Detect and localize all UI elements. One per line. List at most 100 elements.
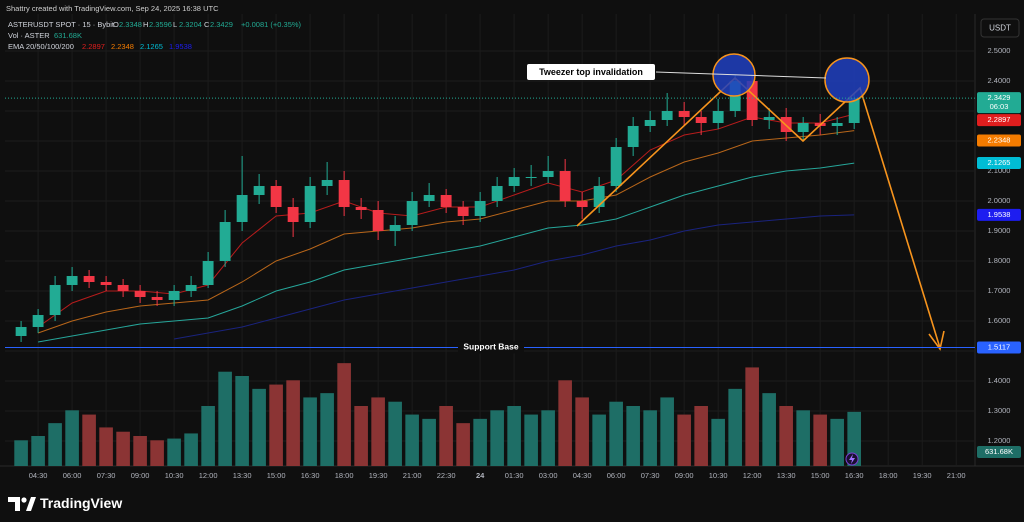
- support-label: Support Base: [463, 342, 519, 352]
- candle-body: [219, 222, 231, 262]
- volume-bar: [677, 414, 691, 466]
- candle-body: [848, 98, 860, 124]
- candle-body: [66, 276, 78, 286]
- volume-bar: [694, 406, 708, 466]
- volume-bar: [813, 414, 827, 466]
- ohlc-key: H: [143, 20, 148, 29]
- y-tick-label: 2.4000: [988, 76, 1011, 85]
- candle-body: [202, 261, 214, 286]
- candle-body: [559, 171, 571, 202]
- candle-body: [253, 186, 265, 196]
- price-tag: [977, 92, 1021, 114]
- candle-body: [117, 285, 129, 292]
- volume-bar: [405, 414, 419, 466]
- volume-bar: [303, 397, 317, 466]
- volume-bar: [201, 406, 215, 466]
- countdown: 06:03: [990, 102, 1009, 111]
- price-tag-text: 2.2897: [988, 115, 1011, 124]
- ema-header-value: 2.2897: [82, 42, 105, 51]
- logo-mark: [8, 497, 20, 511]
- vol-title: Vol · ASTER: [8, 31, 50, 40]
- candle-body: [763, 117, 775, 121]
- volume-bar: [779, 406, 793, 466]
- x-tick-label: 06:00: [63, 471, 82, 480]
- credit: Shattry created with TradingView.com, Se…: [6, 4, 219, 13]
- ema-header-value: 2.1265: [140, 42, 163, 51]
- volume-bar: [847, 411, 861, 466]
- candle-body: [270, 186, 282, 208]
- volume-bar: [541, 410, 555, 466]
- currency-box[interactable]: [980, 18, 1020, 38]
- annotation-line: [655, 71, 827, 79]
- candle-body: [15, 327, 27, 337]
- volume-bar: [745, 367, 759, 466]
- candle-body: [168, 291, 180, 301]
- ohlc-key: C: [204, 20, 210, 29]
- candle-body: [610, 147, 622, 187]
- y-tick-label: 1.3000: [988, 406, 1011, 415]
- y-tick-label: 2.1000: [988, 166, 1011, 175]
- x-tick-label: 07:30: [97, 471, 116, 480]
- candle-body: [474, 201, 486, 217]
- x-tick-label: 12:00: [199, 471, 218, 480]
- x-tick-label: 12:00: [743, 471, 762, 480]
- support-label-bg: [458, 341, 524, 354]
- candle-body: [83, 276, 95, 283]
- volume-bar: [184, 433, 198, 466]
- x-tick-label: 24: [476, 471, 485, 480]
- candle-body: [678, 111, 690, 118]
- volume-bar: [473, 418, 487, 466]
- volume-bar: [65, 410, 79, 466]
- y-tick-label: 1.7000: [988, 286, 1011, 295]
- candle-body: [287, 207, 299, 223]
- ohlc-key: O: [113, 20, 119, 29]
- candle-body: [593, 186, 605, 208]
- price-tag-text: 1.5117: [988, 342, 1010, 351]
- x-tick-label: 15:00: [811, 471, 830, 480]
- x-tick-label: 19:30: [369, 471, 388, 480]
- candle-body: [542, 171, 554, 178]
- volume-bar: [133, 436, 147, 466]
- price-tag-text: 2.1265: [988, 158, 1011, 167]
- x-tick-label: 18:00: [879, 471, 898, 480]
- volume-bar: [286, 380, 300, 466]
- price-tag: [977, 157, 1021, 170]
- ema-header-value: 1.9538: [169, 42, 192, 51]
- volume-pane: [14, 363, 861, 466]
- vol-value: 631.68K: [54, 31, 82, 40]
- candle-body: [134, 291, 146, 298]
- annotation-box: [527, 64, 655, 80]
- logo-mark: [26, 497, 36, 511]
- volume-bar: [575, 397, 589, 466]
- y-tick-label: 1.4000: [988, 376, 1011, 385]
- x-tick-label: 04:30: [29, 471, 48, 480]
- candle-body: [389, 225, 401, 232]
- volume-bar: [456, 423, 470, 466]
- volume-bar: [14, 440, 28, 466]
- x-tick-label: 04:30: [573, 471, 592, 480]
- candle-body: [712, 111, 724, 124]
- change: +0.0081 (+0.35%): [241, 20, 302, 29]
- candle-body: [151, 297, 163, 301]
- volume-bar: [507, 406, 521, 466]
- annotation-text: Tweezer top invalidation: [539, 67, 643, 77]
- volume-bar: [660, 397, 674, 466]
- candle-body: [525, 177, 537, 179]
- y-tick-label: 2.5000: [988, 46, 1011, 55]
- volume-bar: [31, 436, 45, 466]
- volume-bar: [592, 414, 606, 466]
- x-tick-label: 10:30: [709, 471, 728, 480]
- y-tick-label: 2.0000: [988, 196, 1011, 205]
- price-tag: [977, 114, 1021, 127]
- brand: TradingView: [40, 495, 122, 511]
- volume-bar: [337, 363, 351, 466]
- candle-body: [423, 195, 435, 202]
- volume-bar: [150, 440, 164, 466]
- x-tick-label: 22:30: [437, 471, 456, 480]
- price-tag: [977, 134, 1021, 147]
- candle-body: [831, 123, 843, 127]
- volume-bar: [762, 393, 776, 466]
- volume-bar: [269, 384, 283, 466]
- currency[interactable]: USDT: [989, 24, 1011, 33]
